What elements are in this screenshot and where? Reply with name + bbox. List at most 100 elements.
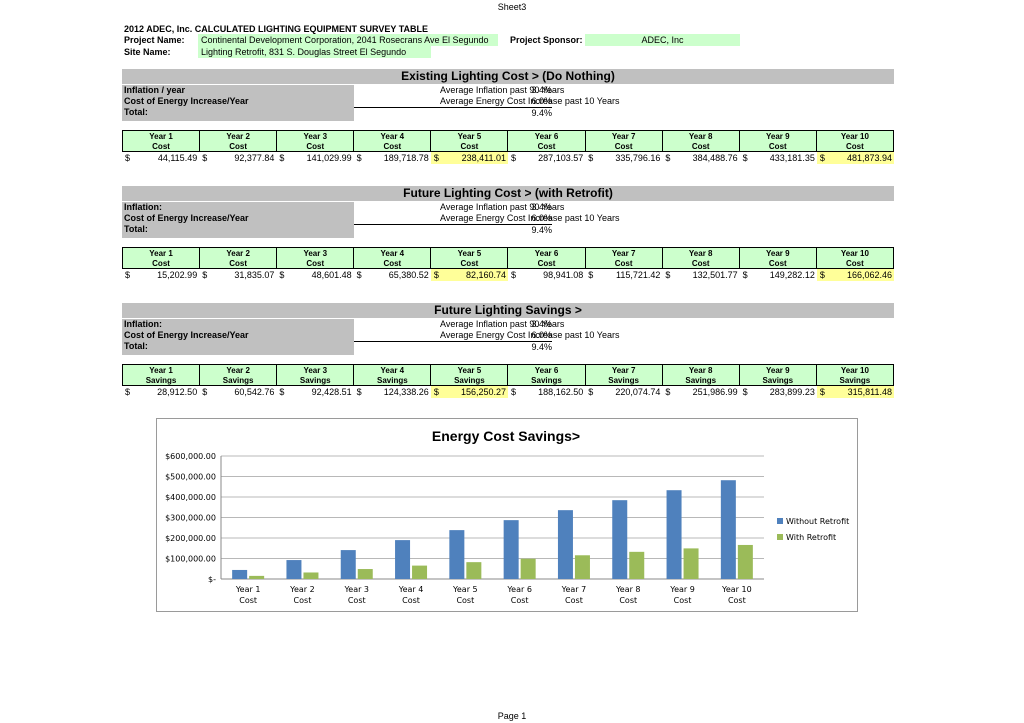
bar-with-retrofit: [629, 551, 645, 579]
amount: 92,377.84: [234, 153, 275, 163]
year-column-header: Year 1 Savings: [123, 365, 201, 385]
bar-without-retrofit: [503, 520, 519, 579]
value-cell: $141,029.99: [276, 152, 353, 164]
year-label: Year 2: [226, 366, 250, 375]
year-column-header: Year 3 Cost: [277, 248, 355, 268]
amount: 115,721.42: [616, 270, 661, 280]
project-sponsor-label: Project Sponsor:: [510, 35, 583, 45]
param-desc: Average Inflation past 90 Years: [440, 319, 565, 329]
x-tick-sublabel: Cost: [402, 596, 420, 605]
param-value: 3.4%: [531, 319, 552, 329]
amount: 433,181.35: [769, 153, 815, 163]
year-sub-label: Cost: [460, 142, 479, 151]
value-cell: $433,181.35: [740, 152, 817, 164]
bar-without-retrofit: [232, 569, 248, 579]
year-column-header: Year 8 Cost: [662, 248, 740, 268]
year-sub-label: Cost: [768, 142, 787, 151]
param-desc: Average Energy Cost Increase past 10 Yea…: [440, 330, 620, 340]
amount: 48,601.48: [311, 270, 352, 280]
year-sub-label: Savings: [145, 376, 177, 385]
currency-symbol: $: [433, 387, 439, 397]
year-column-header: Year 4 Cost: [354, 248, 432, 268]
param-value: 6.0%: [531, 213, 552, 223]
param-value: 9.4%: [354, 107, 552, 119]
year-column-header: Year 9 Cost: [739, 131, 817, 151]
value-cell: $287,103.57: [508, 152, 585, 164]
year-sub-label: Cost: [537, 259, 556, 268]
year-header-row-future-cost: Year 1 Cost Year 2 Cost Year 3 Cost Year 4 Cost…: [122, 247, 894, 269]
legend-swatch: [777, 518, 783, 524]
y-tick-label: $600,000.00: [165, 452, 216, 461]
site-name-label: Site Name:: [124, 47, 171, 57]
param-row: Cost of Energy Increase/Year 6.0% Average …: [122, 96, 894, 107]
currency-symbol: $: [279, 153, 285, 163]
year-column-header: Year 5 Cost: [431, 131, 509, 151]
amount: 188,162.50: [538, 387, 584, 397]
params-future-cost: Inflation: 3.4% Average Inflation past 90 …: [122, 202, 894, 238]
param-row-total: Total: 9.4%: [122, 107, 894, 118]
amount: 189,718.78: [383, 153, 429, 163]
currency-symbol: $: [665, 153, 671, 163]
value-cell: $481,873.94: [816, 152, 895, 164]
year-sub-label: Savings: [685, 376, 717, 385]
year-sub-label: Cost: [614, 142, 633, 151]
param-value: 9.4%: [354, 224, 552, 236]
param-desc: Average Inflation past 90 Years: [440, 85, 565, 95]
year-column-header: Year 10 Savings: [816, 365, 893, 385]
value-cell: $149,282.12: [740, 269, 817, 281]
year-sub-label: Cost: [614, 259, 633, 268]
bar-with-retrofit: [466, 562, 482, 579]
param-value: 3.4%: [531, 202, 552, 212]
value-cell: $238,411.01: [430, 152, 509, 164]
year-sub-label: Cost: [383, 142, 402, 151]
year-column-header: Year 7 Savings: [585, 365, 663, 385]
bar-without-retrofit: [666, 490, 682, 579]
year-label: Year 6: [534, 132, 559, 141]
year-label: Year 3: [303, 366, 328, 375]
param-desc: Average Inflation past 90 Years: [440, 202, 565, 212]
value-cell: $315,811.48: [816, 386, 895, 398]
year-column-header: Year 1 Cost: [123, 131, 201, 151]
param-label: Inflation:: [124, 319, 162, 329]
chart-title: Energy Cost Savings>: [432, 428, 580, 444]
year-sub-label: Cost: [152, 142, 170, 151]
x-tick-label: Year 1: [235, 585, 261, 594]
year-sub-label: Cost: [768, 259, 787, 268]
amount: 335,796.16: [615, 153, 661, 163]
year-label: Year 10: [840, 249, 869, 258]
x-tick-sublabel: Cost: [565, 596, 583, 605]
x-tick-label: Year 5: [452, 585, 478, 594]
page-number: Page 1: [497, 711, 527, 721]
y-tick-label: $500,000.00: [165, 473, 216, 482]
currency-symbol: $: [665, 387, 671, 397]
year-label: Year 2: [226, 249, 250, 258]
year-column-header: Year 9 Savings: [739, 365, 817, 385]
value-cell: $82,160.74: [430, 269, 509, 281]
value-cell: $132,501.77: [662, 269, 739, 281]
year-label: Year 9: [766, 132, 790, 141]
amount: 31,835.07: [234, 270, 275, 280]
value-cell: $384,488.76: [662, 152, 739, 164]
param-row: Cost of Energy Increase/Year 6.0% Average …: [122, 213, 894, 224]
value-cell: $65,380.52: [354, 269, 431, 281]
currency-symbol: $: [511, 270, 517, 280]
currency-symbol: $: [125, 387, 131, 397]
param-label: Total:: [124, 107, 148, 117]
year-label: Year 5: [457, 366, 482, 375]
amount: 481,873.94: [846, 153, 893, 163]
currency-symbol: $: [819, 387, 825, 397]
x-tick-sublabel: Cost: [456, 596, 474, 605]
currency-symbol: $: [279, 387, 285, 397]
year-sub-label: Cost: [383, 259, 402, 268]
param-desc: Average Energy Cost Increase past 10 Yea…: [440, 213, 620, 223]
value-cell: $60,542.76: [199, 386, 276, 398]
year-column-header: Year 3 Savings: [277, 365, 355, 385]
x-tick-label: Year 6: [506, 585, 532, 594]
year-column-header: Year 4 Savings: [354, 365, 432, 385]
year-label: Year 8: [688, 366, 713, 375]
value-cell: $28,912.50: [122, 386, 199, 398]
year-sub-label: Cost: [691, 259, 710, 268]
amount: 65,380.52: [388, 270, 429, 280]
year-sub-label: Savings: [222, 376, 254, 385]
year-label: Year 7: [611, 132, 636, 141]
